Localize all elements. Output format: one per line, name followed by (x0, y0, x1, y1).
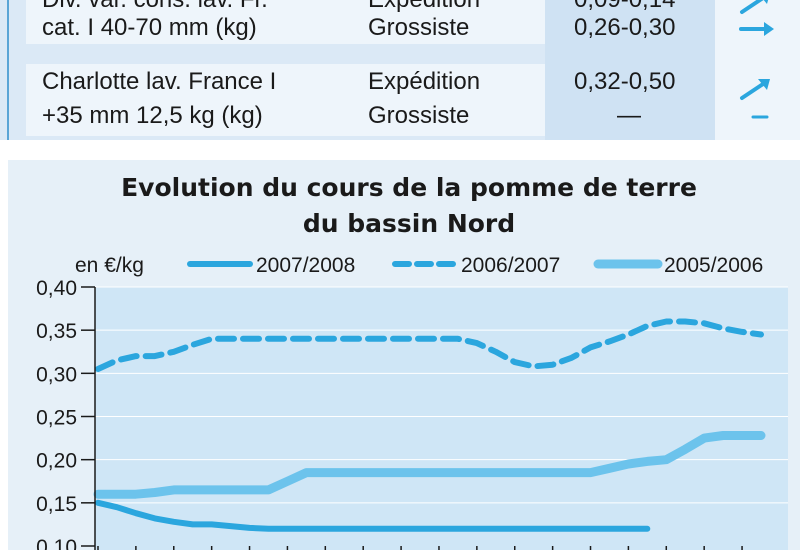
stage-cell: Expédition (368, 68, 481, 95)
y-axis-label: en €/kg (75, 254, 144, 277)
legend-label: 2007/2008 (256, 254, 355, 277)
stage-cell: Grossiste (368, 14, 470, 41)
product-cell: Charlotte lav. France I (42, 68, 277, 95)
y-tick-label: 0,15 (36, 493, 77, 516)
table-row (26, 0, 546, 44)
table-row (26, 64, 546, 136)
price-cell: 0,09-0,14 (574, 0, 675, 16)
trend-up-icon (740, 79, 770, 100)
stage-cell: Expédition (368, 0, 480, 16)
product-cell: cat. I 40-70 mm (kg) (42, 14, 257, 41)
price-cell: 0,32-0,50 (574, 68, 676, 95)
series-layer (93, 318, 766, 532)
trend-stable-icon (751, 115, 769, 119)
legend: 2007/2008 2006/2007 2005/2006 (187, 254, 763, 277)
legend-label: 2005/2006 (664, 254, 763, 277)
legend-label: 2006/2007 (461, 254, 560, 277)
product-cell: Div. var. cons. lav. Fr. (42, 0, 268, 16)
trend-up-icon (740, 0, 769, 14)
y-tick-label: 0,10 (36, 536, 77, 550)
product-cell: +35 mm 12,5 kg (kg) (42, 102, 263, 129)
chart-title: Evolution du cours de la pomme de terre (121, 173, 697, 202)
series-line-2006-2007 (95, 318, 764, 372)
gridlines (95, 286, 788, 504)
stage-cell: Grossiste (368, 102, 470, 129)
price-table: Div. var. cons. lav. Fr. cat. I 40-70 mm… (0, 0, 800, 140)
trend-right-icon (739, 22, 774, 36)
series-line-2007-2008 (95, 499, 651, 532)
y-tick-label: 0,20 (36, 450, 77, 473)
series-line-2005-2006 (93, 431, 766, 499)
chart-subtitle: du bassin Nord (302, 209, 516, 238)
table-left-rule (7, 0, 9, 140)
y-tick-label: 0,25 (36, 407, 77, 430)
price-cell: 0,26-0,30 (574, 14, 676, 41)
y-tick-label: 0,30 (36, 363, 77, 386)
plot-area (95, 287, 788, 550)
y-tick-label: 0,35 (36, 320, 77, 343)
price-cell: — (617, 102, 641, 129)
price-column (545, 0, 715, 140)
y-tick-label: 0,40 (36, 277, 77, 300)
